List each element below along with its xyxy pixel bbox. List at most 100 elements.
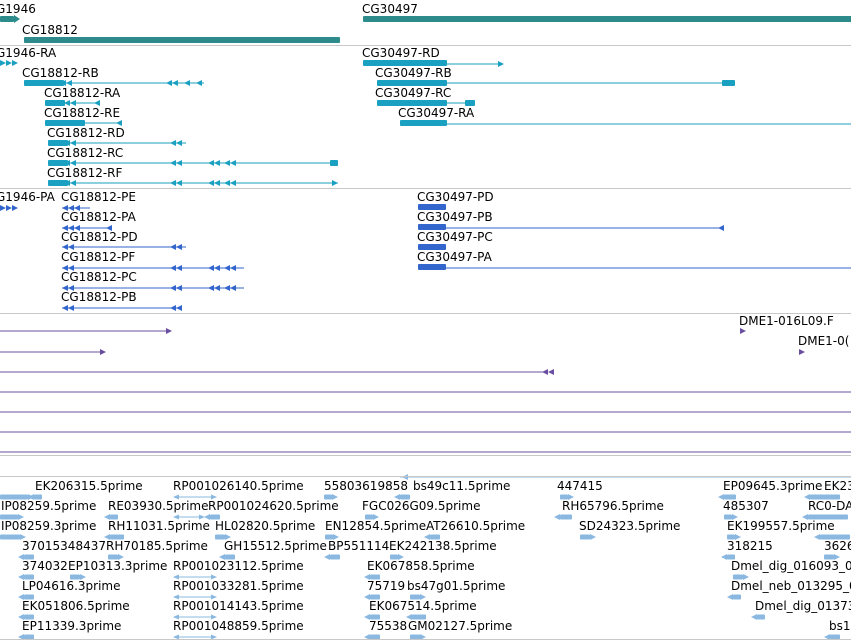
- exon-arrow[interactable]: [230, 180, 236, 186]
- est-feature-label[interactable]: EN12854.5prime: [325, 519, 427, 533]
- est-arrow[interactable]: [802, 514, 808, 520]
- transcript-feature-label[interactable]: CG30497-RC: [375, 86, 452, 100]
- protein-arrow[interactable]: [208, 265, 214, 271]
- est-block[interactable]: [34, 494, 42, 500]
- est-arrow[interactable]: [364, 634, 370, 640]
- est-block[interactable]: [430, 534, 440, 540]
- protein-block[interactable]: [418, 204, 446, 210]
- est-arrow[interactable]: [333, 534, 339, 540]
- exon-arrow[interactable]: [196, 80, 202, 86]
- est-feature-label[interactable]: RH11031.5prime: [108, 519, 210, 533]
- alignment-arrow[interactable]: [799, 349, 805, 355]
- est-arrow[interactable]: [751, 614, 757, 620]
- exon-arrow[interactable]: [64, 100, 70, 106]
- exon-arrow[interactable]: [170, 140, 176, 146]
- est-arrow[interactable]: [173, 514, 179, 520]
- protein-arrow[interactable]: [62, 285, 68, 291]
- exon-arrow[interactable]: [224, 180, 230, 186]
- exon[interactable]: [400, 120, 447, 126]
- est-block[interactable]: [400, 494, 410, 500]
- transcript-feature-label[interactable]: CG18812-RF: [47, 166, 123, 180]
- est-block[interactable]: [70, 574, 80, 580]
- est-block[interactable]: [0, 514, 18, 520]
- protein-arrow[interactable]: [68, 285, 74, 291]
- est-arrow[interactable]: [324, 554, 330, 560]
- protein-feature-label[interactable]: CG30497-PD: [417, 190, 494, 204]
- est-block[interactable]: [727, 534, 735, 540]
- exon-arrow[interactable]: [498, 61, 504, 67]
- protein-feature-label[interactable]: G1946-PA: [0, 190, 55, 204]
- transcript-feature-label[interactable]: CG30497-RD: [362, 46, 440, 60]
- est-arrow[interactable]: [406, 614, 412, 620]
- est-block[interactable]: [412, 614, 426, 620]
- est-arrow[interactable]: [364, 594, 370, 600]
- est-block[interactable]: [325, 534, 333, 540]
- transcript-feature-label[interactable]: CG18812-RE: [44, 106, 121, 120]
- est-arrow[interactable]: [18, 614, 24, 620]
- protein-arrow[interactable]: [176, 244, 182, 250]
- est-feature-label[interactable]: bs49c11.5prime: [413, 479, 511, 493]
- est-arrow[interactable]: [554, 514, 560, 520]
- est-block[interactable]: [370, 614, 380, 620]
- exon-arrow[interactable]: [66, 80, 72, 86]
- protein-arrow[interactable]: [68, 305, 74, 311]
- transcript-feature-label[interactable]: CG18812-RB: [22, 66, 99, 80]
- protein-feature-label[interactable]: CG30497-PC: [417, 230, 493, 244]
- est-feature-label[interactable]: Dmel_dig_016093_0: [731, 559, 851, 573]
- est-arrow[interactable]: [18, 554, 24, 560]
- est-feature-label[interactable]: EK242138.5prime: [389, 539, 497, 553]
- exon-arrow[interactable]: [70, 180, 76, 186]
- est-arrow[interactable]: [219, 554, 225, 560]
- exon-arrow[interactable]: [332, 180, 338, 186]
- est-feature-label[interactable]: EK199557.5prime: [727, 519, 835, 533]
- est-arrow[interactable]: [420, 594, 426, 600]
- est-block[interactable]: [24, 574, 34, 580]
- exon-arrow[interactable]: [176, 140, 182, 146]
- est-block[interactable]: [110, 514, 118, 520]
- est-arrow[interactable]: [364, 574, 370, 580]
- est-arrow[interactable]: [18, 514, 24, 520]
- est-arrow[interactable]: [373, 514, 379, 520]
- exon[interactable]: [45, 100, 65, 106]
- protein-arrow[interactable]: [176, 305, 182, 311]
- est-arrow[interactable]: [743, 574, 749, 580]
- est-feature-label[interactable]: RC0-DA: [808, 499, 851, 513]
- est-block[interactable]: [810, 494, 840, 500]
- exon[interactable]: [377, 80, 447, 86]
- transcript-feature-label[interactable]: CG18812-RA: [44, 86, 121, 100]
- exon-arrow[interactable]: [64, 160, 70, 166]
- est-block[interactable]: [210, 514, 220, 520]
- protein-arrow[interactable]: [176, 265, 182, 271]
- exon-arrow[interactable]: [94, 100, 100, 106]
- est-arrow[interactable]: [18, 594, 24, 600]
- est-block[interactable]: [733, 594, 741, 600]
- protein-feature-label[interactable]: CG18812-PA: [61, 210, 136, 224]
- est-arrow[interactable]: [173, 494, 179, 500]
- exon-arrow[interactable]: [184, 80, 190, 86]
- est-arrow[interactable]: [568, 494, 574, 500]
- est-block[interactable]: [733, 574, 743, 580]
- alignment-feature-label[interactable]: DME1-0(: [798, 334, 850, 348]
- protein-feature-label[interactable]: CG18812-PD: [61, 230, 138, 244]
- est-feature-label[interactable]: IP08259.3prime: [1, 519, 97, 533]
- est-block[interactable]: [324, 494, 332, 500]
- est-arrow[interactable]: [104, 534, 110, 540]
- protein-arrow[interactable]: [170, 305, 176, 311]
- exon-arrow[interactable]: [224, 160, 230, 166]
- protein-arrow[interactable]: [62, 305, 68, 311]
- est-arrow[interactable]: [18, 574, 24, 580]
- est-feature-label[interactable]: EP09645.3prime: [723, 479, 823, 493]
- gene-bar[interactable]: [24, 37, 340, 43]
- exon-arrow[interactable]: [208, 180, 214, 186]
- est-feature-label[interactable]: bs47g01.5prime: [407, 579, 506, 593]
- exon[interactable]: [363, 60, 447, 66]
- est-block[interactable]: [727, 554, 735, 560]
- gene-feature-label[interactable]: CG18812: [22, 23, 78, 37]
- est-arrow[interactable]: [718, 494, 724, 500]
- est-feature-label[interactable]: EK067514.5prime: [369, 599, 477, 613]
- est-arrow[interactable]: [104, 514, 110, 520]
- est-feature-label[interactable]: Dmel_dig_01373: [755, 599, 851, 613]
- est-block[interactable]: [370, 594, 380, 600]
- est-arrow[interactable]: [204, 514, 210, 520]
- est-block[interactable]: [824, 554, 834, 560]
